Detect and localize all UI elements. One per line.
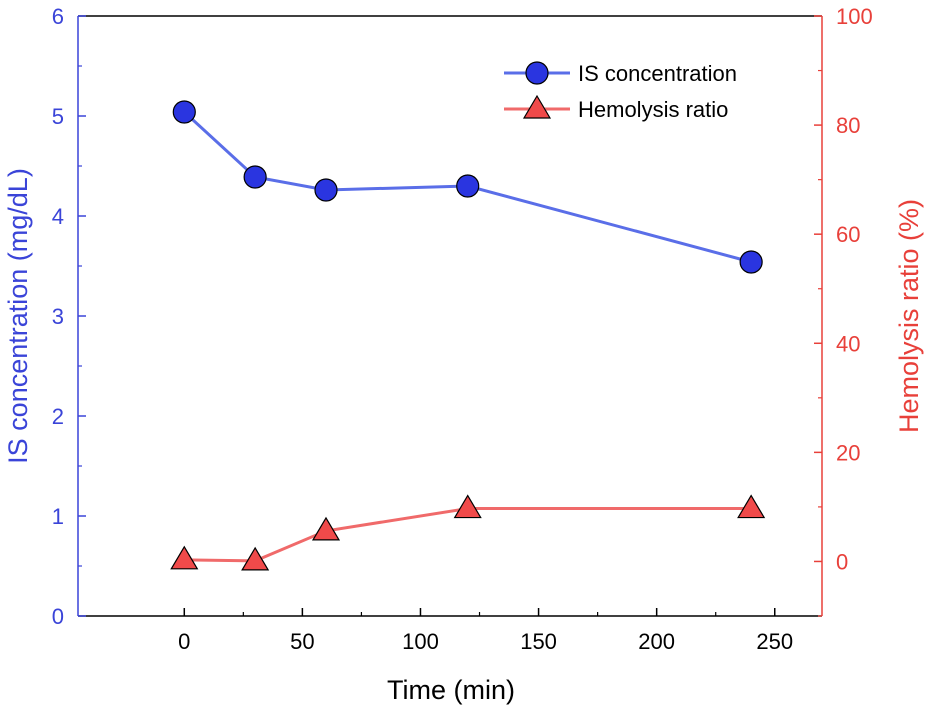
- y-axis-title-right: Hemolysis ratio (%): [894, 199, 924, 433]
- x-tick-label: 50: [290, 629, 314, 654]
- data-point-hemolysis-ratio: [737, 494, 766, 519]
- y-tick-label-left: 1: [52, 504, 64, 529]
- y-tick-label-left: 6: [52, 4, 64, 29]
- legend-label-is: IS concentration: [578, 61, 737, 86]
- data-point-is-concentration: [739, 250, 763, 274]
- y-tick-label-left: 5: [52, 104, 64, 129]
- data-point-is-concentration: [243, 165, 267, 189]
- legend-label-hemolysis: Hemolysis ratio: [578, 97, 728, 122]
- data-point-is-concentration: [314, 178, 338, 202]
- y-tick-label-right: 100: [836, 4, 873, 29]
- y-tick-label-right: 40: [836, 331, 860, 356]
- x-tick-label: 250: [756, 629, 793, 654]
- y-axis-title-left: IS concentration (mg/dL): [3, 168, 33, 464]
- y-tick-label-right: 80: [836, 113, 860, 138]
- data-point-hemolysis-ratio: [170, 545, 199, 570]
- data-point-is-concentration: [456, 174, 480, 198]
- x-tick-label: 150: [520, 629, 557, 654]
- y-tick-label-right: 0: [836, 549, 848, 574]
- data-point-hemolysis-ratio: [241, 546, 270, 571]
- legend-marker-is: [525, 61, 549, 85]
- y-tick-label-left: 3: [52, 304, 64, 329]
- x-axis-title: Time (min): [387, 675, 515, 705]
- y-tick-label-right: 60: [836, 222, 860, 247]
- x-tick-label: 0: [178, 629, 190, 654]
- y-tick-label-left: 2: [52, 404, 64, 429]
- y-tick-label-left: 0: [52, 604, 64, 629]
- y-tick-label-right: 20: [836, 440, 860, 465]
- data-point-hemolysis-ratio: [311, 516, 341, 541]
- data-point-hemolysis-ratio: [453, 494, 482, 519]
- legend: IS concentration Hemolysis ratio: [504, 61, 737, 122]
- y-tick-label-left: 4: [52, 204, 64, 229]
- legend-marker-hemolysis: [522, 94, 552, 119]
- x-tick-label: 200: [638, 629, 675, 654]
- x-tick-label: 100: [402, 629, 439, 654]
- data-point-is-concentration: [172, 100, 196, 124]
